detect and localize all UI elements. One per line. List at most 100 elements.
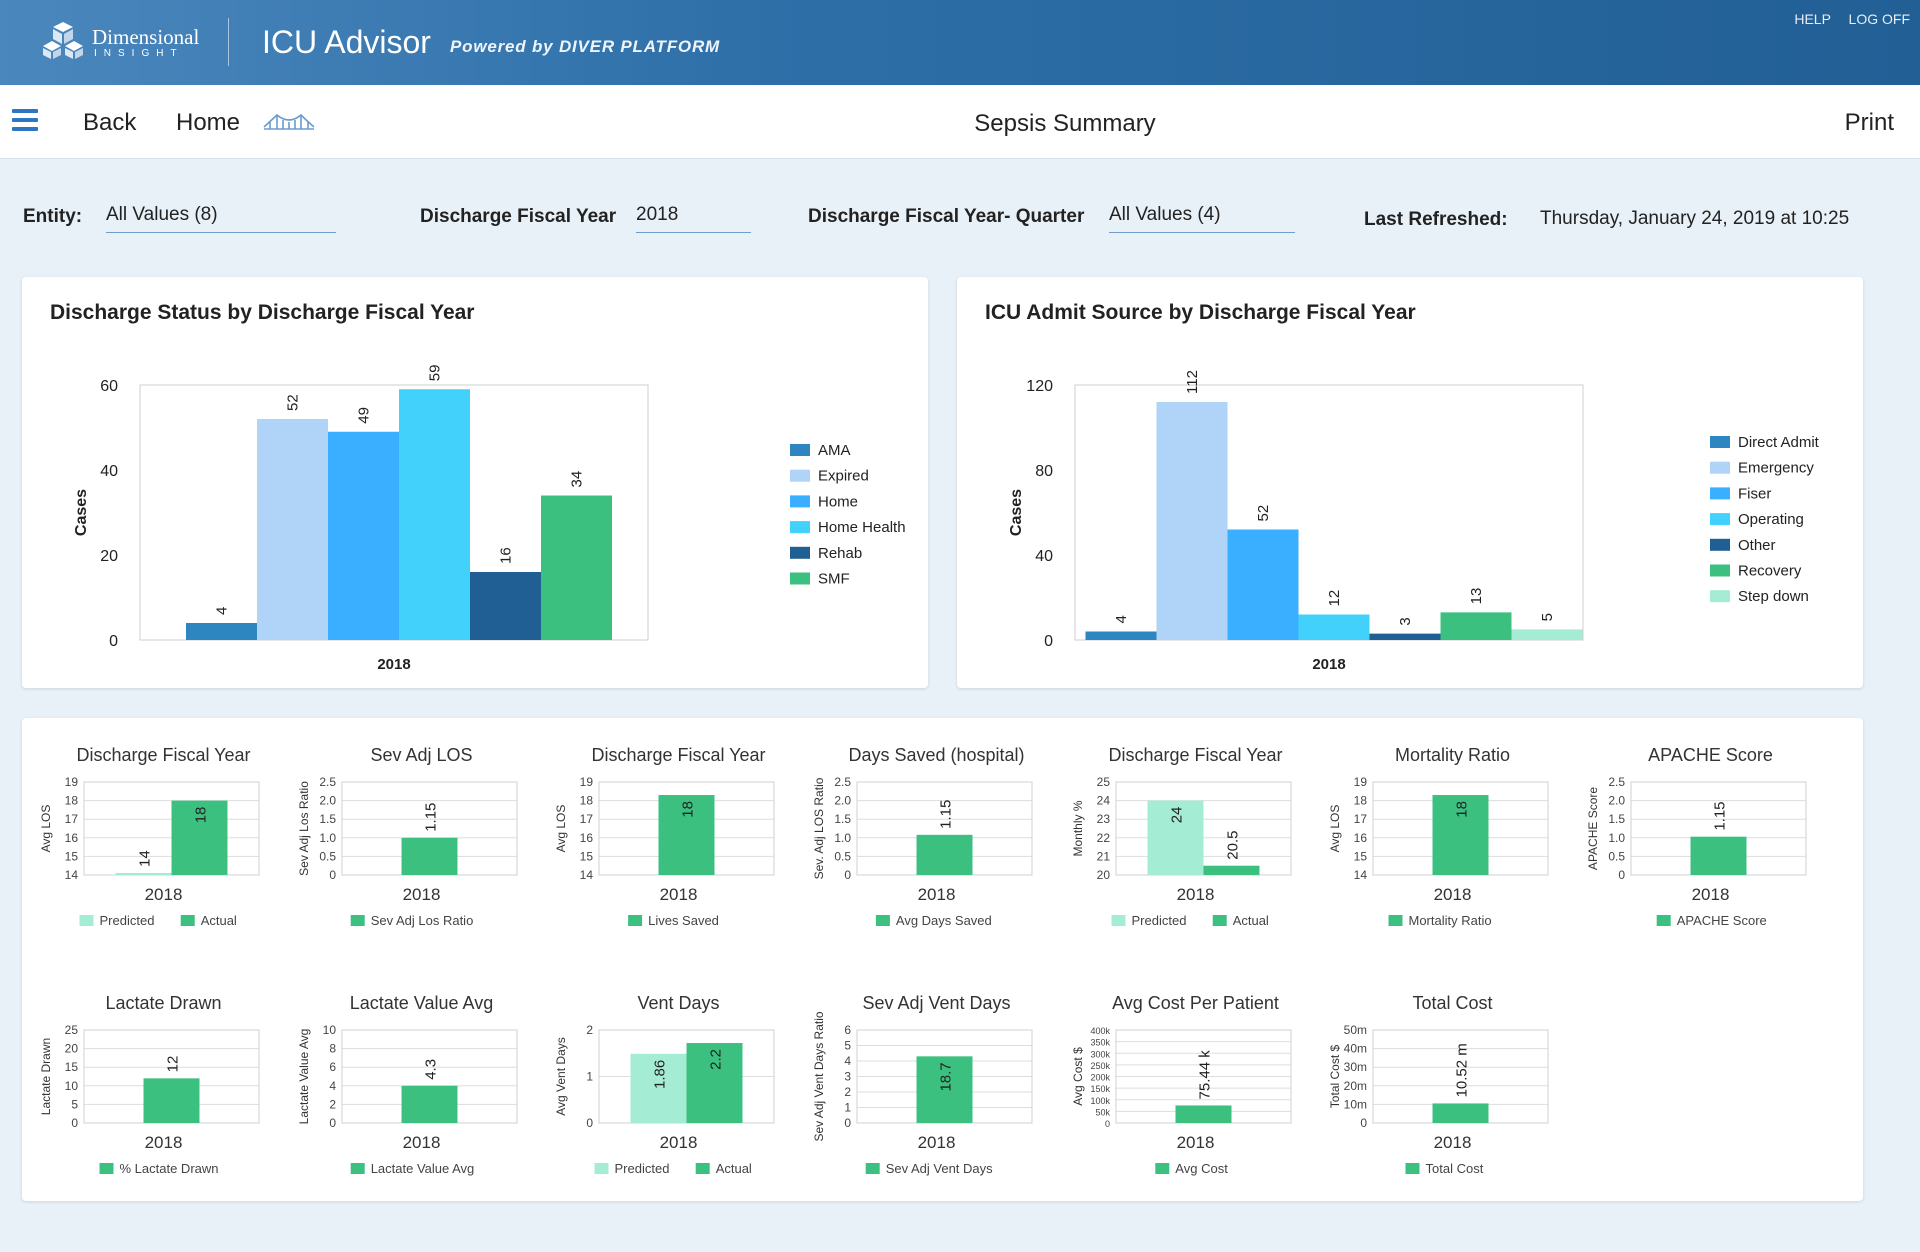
bar-value-label: 112 — [1184, 370, 1201, 394]
y-tick-label: 2.5 — [834, 775, 851, 789]
bridge-icon[interactable] — [263, 113, 315, 133]
bar-ama[interactable] — [186, 623, 257, 640]
legend-label[interactable]: Home — [818, 493, 858, 510]
y-tick-label: 18 — [1354, 794, 1368, 808]
bar-lactate-drawn[interactable] — [143, 1078, 200, 1123]
legend-label[interactable]: Lives Saved — [648, 913, 719, 928]
bar-total-cost[interactable] — [1432, 1103, 1489, 1123]
bar-apache-score[interactable] — [1690, 836, 1747, 875]
legend-label[interactable]: Sev Adj Vent Days — [886, 1161, 993, 1176]
bar-avg-days-saved[interactable] — [916, 834, 973, 875]
bar-actual[interactable] — [1203, 865, 1260, 875]
bar-rehab[interactable] — [470, 572, 541, 640]
legend-label[interactable]: Predicted — [100, 913, 155, 928]
bar-sev-adj-los-ratio[interactable] — [401, 837, 458, 875]
legend-label[interactable]: Rehab — [818, 545, 862, 562]
bar-value-label: 4.3 — [423, 1059, 440, 1080]
legend-label[interactable]: Fiser — [1738, 485, 1771, 502]
bar-direct-admit[interactable] — [1085, 631, 1157, 641]
bar-home-health[interactable] — [399, 389, 470, 640]
bar-mortality-ratio[interactable] — [1432, 795, 1489, 875]
legend-swatch — [1710, 513, 1730, 526]
bar-predicted[interactable] — [630, 1053, 687, 1123]
bar-recovery[interactable] — [1440, 612, 1512, 640]
legend-label[interactable]: Actual — [201, 913, 237, 928]
help-link[interactable]: HELP — [1794, 11, 1831, 27]
bar-expired[interactable] — [257, 419, 328, 640]
y-tick-label: 80 — [1035, 463, 1053, 480]
legend-label[interactable]: Emergency — [1738, 460, 1814, 477]
y-tick-label: 40m — [1344, 1042, 1367, 1056]
legend-label[interactable]: Avg Days Saved — [896, 913, 992, 928]
bar-value-label: 4 — [1113, 615, 1130, 623]
y-axis-label: Avg Cost $ — [1071, 1047, 1085, 1106]
y-tick-label: 1.5 — [319, 812, 336, 826]
y-tick-label: 6 — [329, 1060, 336, 1074]
bar-value-label: 12 — [1326, 590, 1343, 607]
legend-label[interactable]: Avg Cost — [1175, 1161, 1228, 1176]
legend-label[interactable]: Step down — [1738, 588, 1809, 605]
legend-label[interactable]: SMF — [818, 571, 850, 588]
bar-operating[interactable] — [1298, 614, 1370, 641]
legend-label[interactable]: Predicted — [1132, 913, 1187, 928]
print-button[interactable]: Print — [1844, 109, 1894, 136]
legend-swatch — [1710, 487, 1730, 500]
app-subtitle: Powered by DIVER PLATFORM — [450, 37, 720, 56]
y-tick-label: 16 — [1354, 831, 1368, 845]
y-tick-label: 10m — [1344, 1097, 1367, 1111]
y-tick-label: 2.0 — [834, 794, 851, 808]
bar-emergency[interactable] — [1156, 402, 1228, 640]
legend-label[interactable]: AMA — [818, 442, 851, 459]
bar-smf[interactable] — [541, 495, 612, 641]
legend-label[interactable]: Home Health — [818, 519, 906, 536]
kpi-chart: Discharge Fiscal Year 20 21 22 23 24 25 Monthly… — [1071, 745, 1292, 928]
back-link[interactable]: Back — [83, 109, 137, 136]
bar-lives-saved[interactable] — [658, 795, 715, 875]
legend-label[interactable]: Expired — [818, 468, 869, 485]
y-tick-label: 17 — [1354, 812, 1368, 826]
bar-home[interactable] — [328, 431, 399, 640]
legend-label[interactable]: APACHE Score — [1677, 913, 1767, 928]
y-axis-label: Sev. Adj LOS Ratio — [812, 777, 826, 879]
legend-label[interactable]: Sev Adj Los Ratio — [371, 913, 474, 928]
legend-label[interactable]: Predicted — [615, 1161, 670, 1176]
year-select[interactable]: 2018 — [636, 204, 751, 233]
legend-swatch — [695, 1163, 710, 1174]
legend-label[interactable]: Actual — [1233, 913, 1269, 928]
legend-label[interactable]: Total Cost — [1426, 1161, 1484, 1176]
legend-label[interactable]: Lactate Value Avg — [371, 1161, 475, 1176]
legend-label[interactable]: Actual — [716, 1161, 752, 1176]
legend-label[interactable]: % Lactate Drawn — [120, 1161, 219, 1176]
bar-other[interactable] — [1369, 633, 1441, 640]
entity-select[interactable]: All Values (8) — [106, 204, 336, 233]
y-tick-label: 17 — [580, 812, 594, 826]
bar-fiser[interactable] — [1227, 529, 1299, 641]
bar-sev-adj-vent-days[interactable] — [916, 1056, 973, 1123]
page-title: Sepsis Summary — [974, 110, 1156, 137]
y-tick-label: 0 — [71, 1116, 78, 1130]
bar-avg-cost[interactable] — [1175, 1105, 1232, 1123]
panel-title: Discharge Status by Discharge Fiscal Yea… — [50, 301, 475, 324]
brand-sub: INSIGHT — [94, 48, 184, 59]
legend-label[interactable]: Recovery — [1738, 563, 1802, 580]
x-tick-label: 2018 — [403, 1133, 441, 1152]
kpi-chart: APACHE Score 0 0.5 1.0 1.5 2.0 2.5 APACHE Score… — [1586, 745, 1807, 928]
logoff-link[interactable]: LOG OFF — [1848, 11, 1910, 27]
x-tick-label: 2018 — [403, 885, 441, 904]
menu-icon[interactable] — [12, 109, 38, 131]
legend-label[interactable]: Other — [1738, 537, 1776, 554]
bar-step-down[interactable] — [1511, 629, 1583, 640]
bar-actual[interactable] — [686, 1043, 743, 1123]
bar-actual[interactable] — [171, 800, 228, 875]
legend-label[interactable]: Operating — [1738, 511, 1804, 528]
quarter-select[interactable]: All Values (4) — [1109, 204, 1295, 233]
bar-predicted[interactable] — [1147, 800, 1204, 875]
legend-label[interactable]: Direct Admit — [1738, 434, 1820, 451]
kpi-title: Lactate Value Avg — [350, 993, 493, 1013]
home-link[interactable]: Home — [176, 109, 241, 136]
legend-swatch — [790, 572, 810, 585]
legend-label[interactable]: Mortality Ratio — [1409, 913, 1492, 928]
bar-lactate-value-avg[interactable] — [401, 1085, 458, 1123]
bar-predicted[interactable] — [115, 873, 172, 875]
